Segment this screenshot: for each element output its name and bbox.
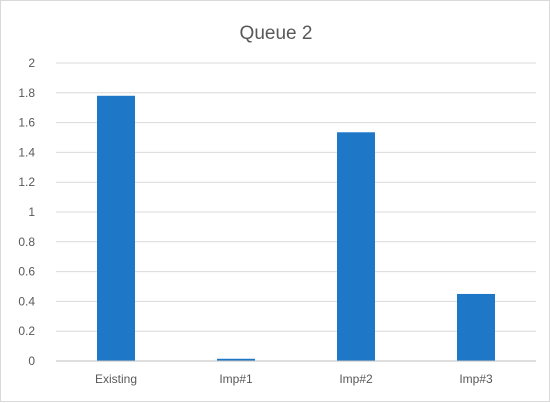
x-category-label: Imp#1 (219, 372, 253, 386)
bars (97, 95, 495, 361)
chart-title: Queue 2 (240, 23, 313, 44)
bar-imp-2 (337, 132, 375, 361)
gridlines (56, 62, 536, 332)
y-tick-label: 1.6 (18, 116, 35, 130)
bar-existing (97, 95, 135, 361)
y-tick-label: 0.4 (18, 294, 35, 308)
y-tick-label: 1.4 (18, 145, 35, 159)
bar-imp-3 (457, 293, 495, 361)
y-tick-label: 0.2 (18, 324, 35, 338)
x-category-label: Imp#2 (339, 372, 373, 386)
y-axis-tick-labels: 0 0.2 0.4 0.6 0.8 1 1.2 1.4 1.6 1.8 2 (18, 56, 35, 368)
y-tick-label: 1 (28, 205, 35, 219)
x-axis-category-labels: Existing Imp#1 Imp#2 Imp#3 (95, 372, 493, 386)
y-tick-label: 1.8 (18, 86, 35, 100)
y-tick-label: 1.2 (18, 175, 35, 189)
bar-imp-1 (217, 358, 255, 361)
y-tick-label: 0.6 (18, 265, 35, 279)
y-tick-label: 2 (28, 56, 35, 70)
y-tick-label: 0 (28, 354, 35, 368)
x-category-label: Imp#3 (459, 372, 493, 386)
x-category-label: Existing (95, 372, 137, 386)
y-tick-label: 0.8 (18, 235, 35, 249)
